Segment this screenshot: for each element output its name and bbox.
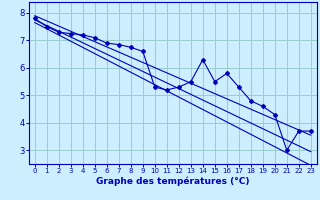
X-axis label: Graphe des températures (°C): Graphe des températures (°C) (96, 177, 250, 186)
